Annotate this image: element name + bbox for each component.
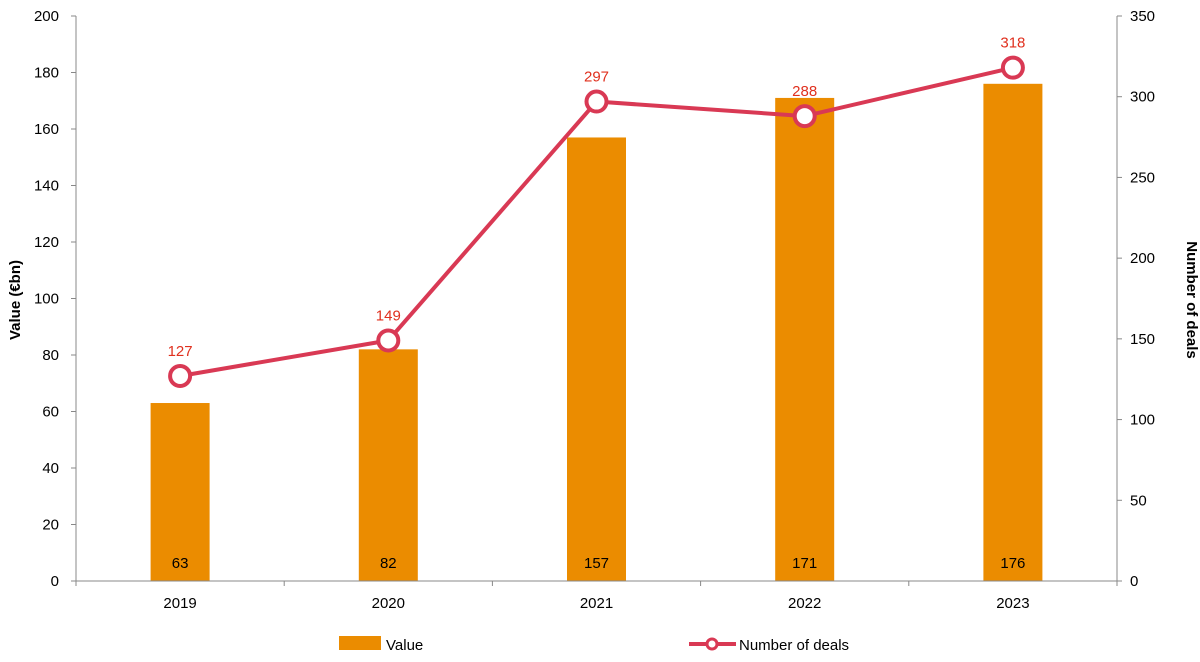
bar-label-2020: 82 <box>380 555 397 572</box>
y-tick-label: 80 <box>42 347 59 364</box>
y2-axis-title: Number of deals <box>1183 241 1200 359</box>
y-tick-label: 140 <box>34 178 59 195</box>
bar-series: 63 82 157 171 176 <box>150 83 1043 582</box>
y2-tick-label: 50 <box>1130 492 1147 509</box>
bar-label-2019: 63 <box>172 555 189 572</box>
y2-tick-label: 200 <box>1130 250 1155 267</box>
legend-label-value: Value <box>386 637 423 654</box>
bar-2019 <box>150 403 210 581</box>
legend: Value Number of deals <box>339 636 849 654</box>
bar-2023 <box>983 83 1043 582</box>
y-tick-label: 180 <box>34 65 59 82</box>
bar-label-2022: 171 <box>792 555 817 572</box>
x-tick-label-2019: 2019 <box>163 595 196 612</box>
legend-swatch-value <box>339 636 381 650</box>
bar-label-2023: 176 <box>1000 555 1025 572</box>
y2-tick-label: 350 <box>1130 8 1155 25</box>
y2-tick-label: 100 <box>1130 412 1155 429</box>
y2-tick-label: 150 <box>1130 331 1155 348</box>
deals-marker-2020 <box>376 328 401 353</box>
y2-tick-label: 300 <box>1130 89 1155 106</box>
y-tick-label: 0 <box>51 573 59 590</box>
deals-marker-2022 <box>792 104 817 129</box>
bar-2021 <box>567 137 626 581</box>
y2-tick-label: 250 <box>1130 169 1155 186</box>
y-tick-label: 120 <box>34 234 59 251</box>
deals-label-2020: 149 <box>376 307 401 324</box>
x-tick-label-2020: 2020 <box>372 595 405 612</box>
deals-marker-2021 <box>584 89 609 114</box>
line-series: 127 149 297 288 318 <box>168 35 1025 388</box>
deals-label-2023: 318 <box>1000 35 1025 52</box>
x-tick-label-2022: 2022 <box>788 595 821 612</box>
y-tick-label: 100 <box>34 291 59 308</box>
x-tick-label-2023: 2023 <box>996 595 1029 612</box>
deals-marker-2019 <box>168 363 193 388</box>
y2-tick-label: 0 <box>1130 573 1138 590</box>
deals-label-2022: 288 <box>792 83 817 100</box>
legend-label-deals: Number of deals <box>739 637 849 654</box>
y-tick-label: 200 <box>34 8 59 25</box>
deals-marker-2023 <box>1000 55 1025 80</box>
y-axis-title: Value (€bn) <box>7 260 24 340</box>
deals-label-2021: 297 <box>584 69 609 86</box>
y-tick-label: 60 <box>42 404 59 421</box>
y-tick-label: 160 <box>34 121 59 138</box>
x-tick-label-2021: 2021 <box>580 595 613 612</box>
legend-swatch-deals-marker <box>705 637 719 651</box>
bar-2020 <box>358 349 418 581</box>
y-tick-label: 20 <box>42 517 59 534</box>
bar-label-2021: 157 <box>584 555 609 572</box>
y-tick-label: 40 <box>42 460 59 477</box>
deals-label-2019: 127 <box>168 343 193 360</box>
axes: 0 20 40 60 80 100 120 140 160 180 200 0 50 100 150 200 2… <box>34 8 1155 612</box>
bar-2022 <box>775 97 835 582</box>
